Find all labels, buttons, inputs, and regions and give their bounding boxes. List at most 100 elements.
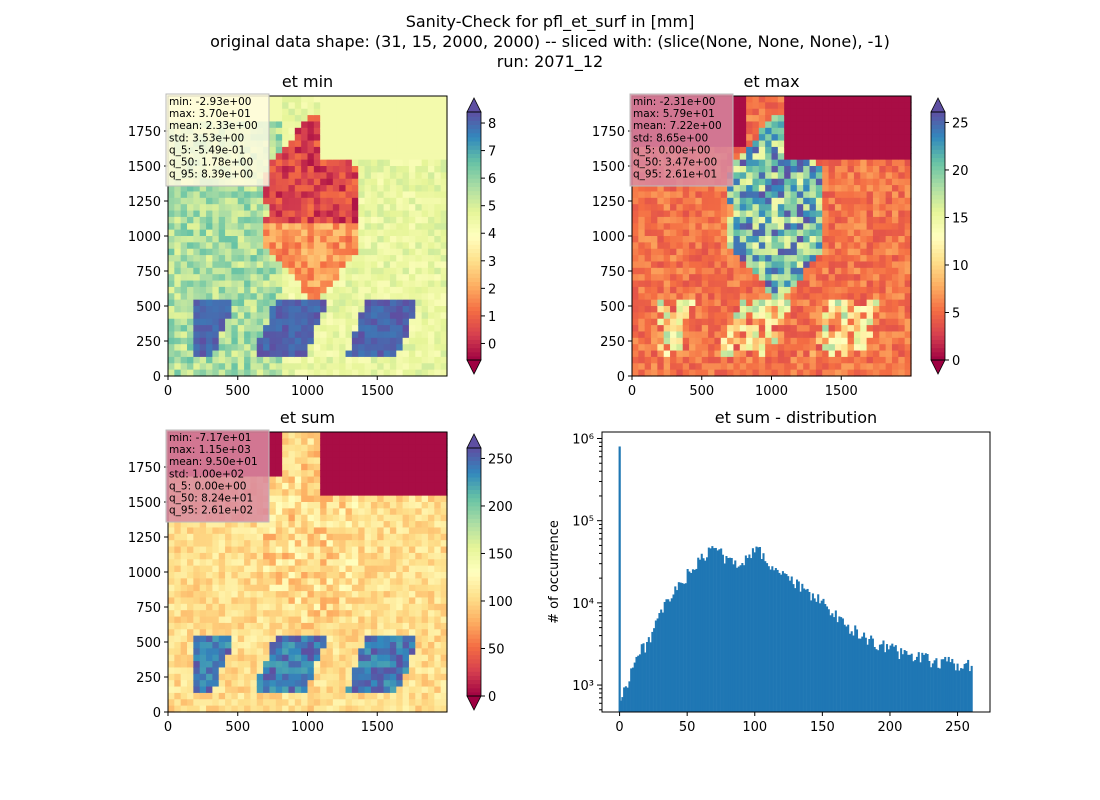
heatmap-cell [682, 210, 690, 218]
heatmap-cell [275, 325, 283, 333]
heatmap-cell [872, 306, 880, 313]
heatmap-cell [796, 274, 804, 282]
heatmap-cell [282, 115, 290, 123]
heatmap-cell [301, 140, 309, 148]
heatmap-cell [206, 654, 213, 662]
heatmap-cell [212, 540, 220, 548]
colorbar-segment [467, 236, 481, 241]
heatmap-cell [370, 134, 378, 142]
heatmap-cell [891, 172, 899, 180]
heatmap-cell [199, 306, 207, 313]
heatmap-cell [733, 255, 741, 263]
heatmap-cell [180, 591, 188, 599]
heatmap-cell [212, 261, 220, 269]
heatmap-cell [244, 521, 252, 529]
heatmap-cell [746, 274, 754, 282]
y-tick-label: 1250 [128, 195, 161, 210]
heatmap-cell [860, 369, 868, 377]
heatmap-cell [294, 470, 302, 478]
heatmap-cell [358, 172, 366, 180]
heatmap-cell [193, 629, 201, 637]
heatmap-cell [370, 166, 378, 173]
heatmap-cell [263, 204, 271, 212]
heatmap-cell [275, 146, 283, 154]
heatmap-cell [294, 255, 302, 263]
heatmap-cell [879, 229, 887, 237]
heatmap-cell [904, 134, 912, 142]
heatmap-cell [898, 166, 906, 173]
heatmap-cell [872, 153, 880, 161]
heatmap-cell [212, 286, 220, 294]
heatmap-cell [180, 648, 188, 656]
heatmap-cell [408, 216, 416, 224]
heatmap-cell [231, 597, 239, 605]
heatmap-cell [803, 115, 811, 123]
heatmap-cell [657, 210, 665, 218]
heatmap-cell [250, 654, 258, 662]
heatmap-cell [294, 267, 302, 275]
heatmap-cell [269, 686, 277, 694]
heatmap-cell [275, 350, 283, 358]
colorbar-segment [931, 355, 945, 361]
heatmap-cell [193, 527, 201, 535]
heatmap-cell [256, 197, 264, 205]
heatmap-cell [269, 318, 277, 326]
heatmap-cell [364, 102, 372, 110]
heatmap-cell [733, 350, 741, 358]
heatmap-cell [784, 159, 792, 167]
heatmap-cell [657, 356, 665, 364]
heatmap-cell [351, 115, 359, 123]
heatmap-cell [263, 635, 271, 643]
heatmap-cell [847, 236, 855, 243]
heatmap-cell [402, 248, 410, 256]
heatmap-cell [180, 267, 188, 275]
heatmap-cell [847, 108, 855, 116]
heatmap-cell [898, 312, 906, 320]
heatmap-cell [288, 552, 296, 560]
heatmap-cell [866, 274, 874, 282]
heatmap-cell [320, 248, 328, 256]
heatmap-cell [275, 127, 283, 135]
heatmap-cell [193, 229, 201, 237]
heatmap-cell [803, 185, 811, 193]
heatmap-cell [174, 229, 182, 237]
heatmap-cell [885, 255, 893, 263]
heatmap-cell [847, 299, 855, 307]
heatmap-cell [777, 344, 785, 352]
heatmap-cell [377, 236, 385, 243]
heatmap-cell [689, 337, 697, 345]
heatmap-cell [301, 242, 309, 250]
heatmap-cell [657, 363, 665, 371]
heatmap-cell [638, 350, 646, 358]
heatmap-cell [421, 178, 429, 186]
colorbar-segment [467, 190, 481, 196]
heatmap-cell [250, 274, 258, 282]
heatmap-cell [898, 261, 906, 269]
colorbar-segment [931, 298, 945, 303]
heatmap-cell [275, 153, 283, 161]
heatmap-cell [187, 654, 194, 662]
heatmap-cell [396, 267, 404, 275]
heatmap-cell [168, 229, 175, 237]
colorbar-segment [467, 355, 481, 361]
heatmap-cell [408, 191, 416, 199]
heatmap-cell [212, 331, 220, 339]
heatmap-cell [288, 280, 296, 288]
heatmap-cell [803, 242, 811, 250]
heatmap-cell [834, 127, 842, 135]
heatmap-cell [180, 325, 188, 333]
heatmap-cell [168, 344, 175, 352]
heatmap-cell [663, 261, 671, 269]
heatmap-cell [866, 261, 874, 269]
heatmap-cell [237, 667, 245, 675]
heatmap-cell [358, 267, 366, 275]
heatmap-cell [676, 267, 684, 275]
heatmap-cell [364, 108, 372, 116]
heatmap-cell [269, 565, 277, 573]
heatmap-cell [288, 210, 296, 218]
stats-line: std: 3.53e+00 [169, 132, 244, 144]
heatmap-cell [282, 166, 290, 173]
heatmap-cell [720, 369, 728, 377]
heatmap-cell [206, 699, 213, 707]
heatmap-cell [657, 204, 665, 212]
